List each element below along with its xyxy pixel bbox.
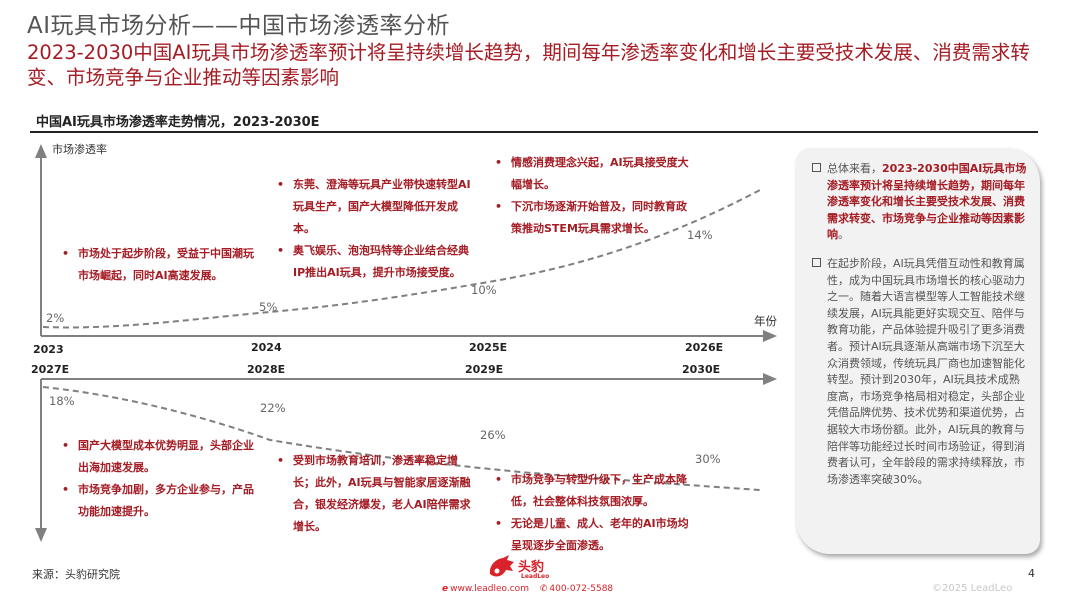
note-2029e: 市场竞争与转型升级下，生产成本降低，社会整体科技氛围浓厚。 无论是儿童、成人、老… bbox=[495, 469, 695, 557]
note-item: 市场处于起步阶段，受益于中国潮玩市场崛起，同时AI高速发展。 bbox=[62, 243, 262, 287]
value-label-2028e: 22% bbox=[260, 401, 286, 415]
note-item: 市场竞争与转型升级下，生产成本降低，社会整体科技氛围浓厚。 bbox=[495, 469, 695, 513]
note-item: 下沉市场逐渐开始普及，同时教育政策推动STEM玩具需求增长。 bbox=[495, 196, 695, 240]
value-label-2030e: 30% bbox=[695, 452, 721, 466]
year-2030e: 2030E bbox=[682, 363, 721, 376]
year-2026e: 2026E bbox=[685, 341, 724, 354]
website-link[interactable]: www.leadleo.com bbox=[450, 584, 529, 594]
contact-bar: e www.leadleo.com ✆ 400-072-5588 bbox=[442, 584, 621, 594]
checkbox-bullet-icon bbox=[812, 258, 821, 267]
summary-highlight: 2023-2030中国AI玩具市场渗透率预计将呈持续增长趋势，期间每年渗透率变化… bbox=[827, 162, 1027, 242]
note-2027e: 国产大模型成本优势明显，头部企业出海加速发展。 市场竞争加剧，多方企业参与，产品… bbox=[62, 435, 262, 523]
y-axis-label: 市场渗透率 bbox=[52, 143, 107, 156]
web-icon: e bbox=[442, 584, 449, 594]
note-item: 东莞、澄海等玩具产业带快速转型AI玩具生产，国产大模型降低开发成本。 bbox=[277, 174, 477, 240]
checkbox-bullet-icon bbox=[812, 163, 821, 172]
leopard-logo-icon bbox=[489, 555, 514, 577]
value-label-2025e: 10% bbox=[471, 283, 497, 297]
year-2024: 2024 bbox=[251, 341, 282, 354]
summary-paragraph-1: 总体来看，2023-2030中国AI玩具市场渗透率预计将呈持续增长趋势，期间每年… bbox=[812, 161, 1030, 244]
summary-body: 在起步阶段，AI玩具凭借互动性和教育属性，成为中国玩具市场增长的核心驱动力之一。… bbox=[827, 257, 1025, 486]
value-label-2024: 5% bbox=[259, 300, 278, 314]
note-item: 无论是儿童、成人、老年的AI市场均呈现逐步全面渗透。 bbox=[495, 513, 695, 557]
page-number: 4 bbox=[1028, 567, 1035, 580]
note-item: 市场竞争加剧，多方企业参与，产品功能加速提升。 bbox=[62, 479, 262, 523]
summary-paragraph-2: 在起步阶段，AI玩具凭借互动性和教育属性，成为中国玩具市场增长的核心驱动力之一。… bbox=[812, 256, 1030, 488]
year-2025e: 2025E bbox=[469, 341, 508, 354]
value-label-2023: 2% bbox=[46, 311, 65, 325]
summary-prefix: 总体来看， bbox=[827, 162, 882, 175]
summary-panel bbox=[796, 148, 1040, 554]
source-note: 来源：头豹研究院 bbox=[32, 568, 120, 581]
value-label-2027e: 18% bbox=[49, 394, 75, 408]
note-item: 国产大模型成本优势明显，头部企业出海加速发展。 bbox=[62, 435, 262, 479]
x-axis-label: 年份 bbox=[754, 314, 777, 328]
year-2029e: 2029E bbox=[465, 363, 504, 376]
note-2024: 东莞、澄海等玩具产业带快速转型AI玩具生产，国产大模型降低开发成本。 奥飞娱乐、… bbox=[277, 174, 477, 284]
year-2028e: 2028E bbox=[247, 363, 286, 376]
note-item: 奥飞娱乐、泡泡玛特等企业结合经典IP推出AI玩具，提升市场接受度。 bbox=[277, 240, 477, 284]
copyright: ©2025 LeadLeo bbox=[932, 583, 1013, 594]
note-2025e: 情感消费理念兴起，AI玩具接受度大幅增长。 下沉市场逐渐开始普及，同时教育政策推… bbox=[495, 152, 695, 240]
year-2023: 2023 bbox=[33, 343, 64, 356]
page-subtitle: 2023-2030中国AI玩具市场渗透率预计将呈持续增长趋势，期间每年渗透率变化… bbox=[27, 41, 1030, 89]
value-label-2029e: 26% bbox=[480, 428, 506, 442]
chart-title: 中国AI玩具市场渗透率走势情况，2023-2030E bbox=[36, 115, 320, 130]
note-2028e: 受到市场教育培训，渗透率稳定增长；此外，AI玩具与智能家居逐渐融合，银发经济爆发… bbox=[277, 450, 477, 538]
phone-number: 400-072-5588 bbox=[549, 584, 614, 594]
page-title: AI玩具市场分析——中国市场渗透率分析 bbox=[27, 13, 451, 39]
summary-suffix: 。 bbox=[838, 228, 849, 242]
brand-name: 头豹 bbox=[518, 560, 545, 575]
brand-subname: LeadLeo bbox=[521, 573, 550, 580]
note-item: 情感消费理念兴起，AI玩具接受度大幅增长。 bbox=[495, 152, 695, 196]
note-item: 受到市场教育培训，渗透率稳定增长；此外，AI玩具与智能家居逐渐融合，银发经济爆发… bbox=[277, 450, 477, 538]
note-2023: 市场处于起步阶段，受益于中国潮玩市场崛起，同时AI高速发展。 bbox=[62, 243, 262, 287]
phone-icon: ✆ bbox=[539, 584, 548, 594]
chart-title-rule bbox=[30, 131, 1038, 133]
year-2027e: 2027E bbox=[31, 363, 70, 376]
